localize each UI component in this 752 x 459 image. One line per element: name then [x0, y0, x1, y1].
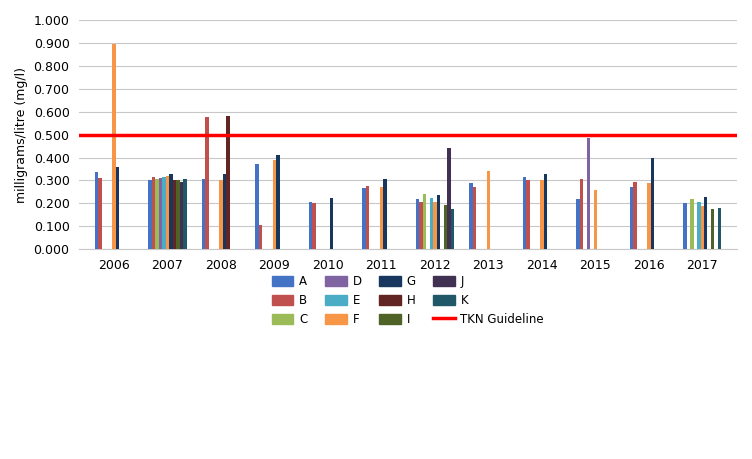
Bar	[162, 177, 165, 249]
Bar	[419, 202, 423, 249]
Bar	[380, 187, 383, 249]
Bar	[176, 180, 180, 249]
Bar	[423, 194, 426, 249]
Bar	[159, 178, 162, 249]
Bar	[633, 182, 637, 249]
Bar	[447, 148, 450, 249]
Bar	[690, 199, 693, 249]
Bar	[95, 173, 99, 249]
Bar	[148, 180, 152, 249]
Bar	[433, 202, 437, 249]
Bar	[173, 180, 176, 249]
Bar	[683, 203, 687, 249]
Bar	[526, 180, 529, 249]
Bar	[540, 180, 544, 249]
Bar	[112, 44, 116, 249]
Bar	[156, 179, 159, 249]
Bar	[450, 209, 454, 249]
Bar	[416, 199, 419, 249]
Bar	[180, 182, 183, 249]
Bar	[116, 167, 120, 249]
Bar	[152, 177, 156, 249]
Bar	[697, 202, 701, 249]
Bar	[629, 187, 633, 249]
Bar	[383, 179, 387, 249]
Bar	[587, 138, 590, 249]
Bar	[223, 174, 226, 249]
Bar	[473, 187, 476, 249]
Bar	[99, 178, 102, 249]
Bar	[329, 198, 333, 249]
Legend: A, B, C, D, E, F, G, H, I, J, K, TKN Guideline: A, B, C, D, E, F, G, H, I, J, K, TKN Gui…	[272, 275, 544, 326]
Bar	[647, 183, 650, 249]
Bar	[312, 203, 316, 249]
Bar	[711, 209, 714, 249]
Y-axis label: milligrams/litre (mg/l): milligrams/litre (mg/l)	[15, 67, 28, 202]
Bar	[718, 208, 721, 249]
Bar	[444, 205, 447, 249]
Bar	[205, 118, 209, 249]
Bar	[576, 199, 580, 249]
Bar	[165, 176, 169, 249]
Bar	[226, 116, 229, 249]
Bar	[256, 164, 259, 249]
Bar	[704, 196, 708, 249]
Bar	[650, 157, 654, 249]
Bar	[276, 155, 280, 249]
Bar	[220, 180, 223, 249]
Bar	[259, 225, 262, 249]
Bar	[469, 183, 473, 249]
Bar	[202, 179, 205, 249]
Bar	[593, 190, 597, 249]
Bar	[309, 202, 312, 249]
Bar	[437, 196, 440, 249]
Bar	[544, 174, 547, 249]
Bar	[580, 179, 583, 249]
Bar	[362, 189, 365, 249]
Bar	[169, 174, 173, 249]
Bar	[523, 177, 526, 249]
Bar	[365, 186, 369, 249]
Bar	[429, 198, 433, 249]
Bar	[487, 171, 490, 249]
Bar	[701, 206, 704, 249]
Bar	[273, 160, 276, 249]
Bar	[183, 179, 186, 249]
